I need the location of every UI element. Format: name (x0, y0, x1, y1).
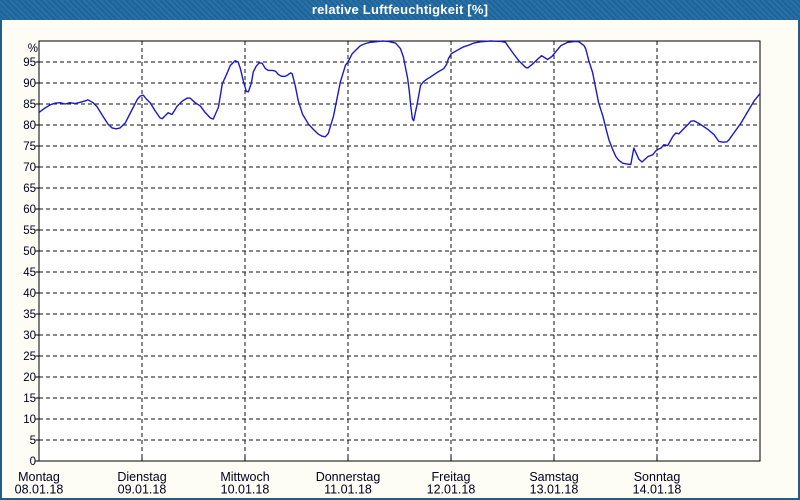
x-tick-label-weekday: Sonntag (634, 470, 681, 484)
y-tick-label: 5 (30, 435, 36, 447)
x-tick-label-weekday: Donnerstag (316, 470, 381, 484)
x-tick-label-weekday: Montag (18, 470, 60, 484)
x-tick-label-weekday: Freitag (432, 470, 471, 484)
y-tick-label: 35 (23, 309, 36, 321)
y-tick-label: 50 (23, 246, 36, 258)
y-tick-label: 95 (23, 57, 36, 69)
chart-title: relative Luftfeuchtigkeit [%] (311, 2, 489, 17)
y-tick-label: 65 (23, 183, 36, 195)
y-tick-label: 45 (23, 267, 36, 279)
y-tick-label: 60 (23, 204, 36, 216)
humidity-line-chart: 0 5 10 15 20 25 30 35 40 45 50 55 60 65 70 75 80 85 90 95% M… (15, 40, 761, 497)
y-tick-label: 30 (23, 330, 36, 342)
x-tick-label-weekday: Samstag (529, 470, 578, 484)
x-tick-label-date: 12.01.18 (427, 483, 476, 497)
x-tick-label-date: 08.01.18 (15, 483, 64, 497)
chart-title-bar: relative Luftfeuchtigkeit [%] (0, 0, 800, 20)
y-tick-label: 10 (23, 414, 36, 426)
plot-border (38, 40, 761, 462)
y-tick-label: 20 (23, 372, 36, 384)
x-tick-label-date: 13.01.18 (530, 483, 579, 497)
y-tick-label: 0 (30, 456, 36, 468)
y-tick-label: 90 (23, 78, 36, 90)
x-tick-label-date: 14.01.18 (633, 483, 682, 497)
x-tick-label-date: 10.01.18 (221, 483, 270, 497)
y-tick-label: 15 (23, 393, 36, 405)
x-tick-label-date: 09.01.18 (118, 483, 167, 497)
y-tick-label: 55 (23, 225, 36, 237)
y-axis-unit-label: % (28, 43, 38, 55)
y-tick-label: 85 (23, 99, 36, 111)
y-tick-label: 25 (23, 351, 36, 363)
y-tick-label: 40 (23, 288, 36, 300)
humidity-series-line (38, 40, 761, 166)
chart-area: 0 5 10 15 20 25 30 35 40 45 50 55 60 65 70 75 80 85 90 95% M… (0, 20, 800, 500)
x-tick-label-date: 11.01.18 (324, 483, 372, 497)
x-tick-label-weekday: Mittwoch (220, 470, 269, 484)
y-tick-label: 75 (23, 141, 36, 153)
y-tick-label: 80 (23, 120, 36, 132)
y-tick-label: 70 (23, 162, 36, 174)
x-tick-label-weekday: Dienstag (117, 470, 166, 484)
